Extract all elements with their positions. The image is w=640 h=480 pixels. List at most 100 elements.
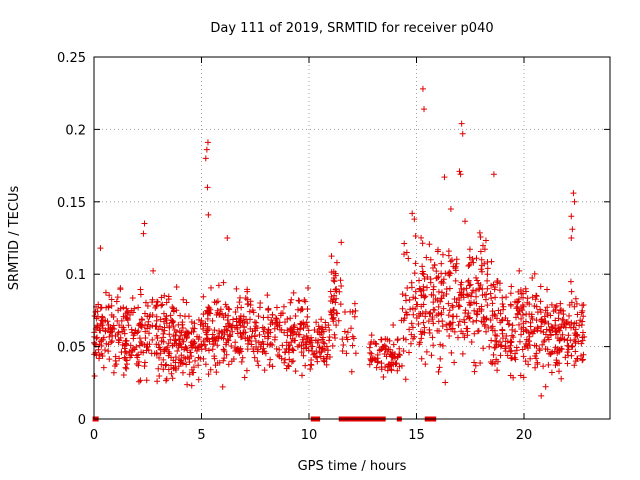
data-point bbox=[333, 286, 340, 293]
data-point bbox=[483, 316, 490, 323]
data-point bbox=[91, 341, 98, 348]
data-point bbox=[512, 356, 519, 363]
data-point bbox=[451, 296, 458, 303]
data-point bbox=[209, 336, 216, 343]
data-point bbox=[224, 316, 231, 323]
data-point bbox=[172, 332, 179, 339]
data-point bbox=[408, 284, 415, 291]
data-point bbox=[435, 318, 442, 325]
data-point bbox=[201, 342, 208, 349]
data-point bbox=[564, 337, 571, 344]
data-point bbox=[102, 289, 109, 296]
data-point bbox=[433, 268, 440, 275]
data-point bbox=[256, 304, 263, 311]
data-point bbox=[274, 319, 281, 326]
data-point bbox=[225, 320, 232, 327]
data-point bbox=[200, 293, 207, 300]
data-point bbox=[238, 304, 245, 311]
data-point bbox=[579, 356, 586, 363]
data-point bbox=[96, 355, 103, 362]
data-point bbox=[548, 350, 555, 357]
data-point bbox=[211, 353, 218, 360]
y-tick-label: 0.1 bbox=[65, 268, 86, 283]
data-point bbox=[462, 218, 469, 225]
data-point bbox=[237, 294, 244, 301]
data-point bbox=[564, 342, 571, 349]
data-point bbox=[572, 326, 579, 333]
data-point bbox=[381, 351, 388, 358]
data-point bbox=[212, 362, 219, 369]
data-point bbox=[99, 336, 106, 343]
data-point bbox=[544, 304, 551, 311]
data-point bbox=[405, 349, 412, 356]
data-point bbox=[143, 377, 150, 384]
data-point bbox=[299, 336, 306, 343]
data-point bbox=[274, 352, 281, 359]
data-point bbox=[251, 319, 258, 326]
data-point bbox=[296, 331, 303, 338]
data-point bbox=[320, 328, 327, 335]
data-point bbox=[223, 304, 230, 311]
data-point bbox=[105, 341, 112, 348]
data-point bbox=[252, 323, 259, 330]
data-point bbox=[183, 299, 190, 306]
data-point bbox=[468, 259, 475, 266]
data-point bbox=[504, 317, 511, 324]
data-point bbox=[492, 344, 499, 351]
data-point bbox=[97, 305, 104, 312]
data-point bbox=[461, 334, 468, 341]
data-point bbox=[156, 372, 163, 379]
data-point bbox=[455, 322, 462, 329]
data-point bbox=[341, 328, 348, 335]
data-point bbox=[338, 283, 345, 290]
data-point bbox=[401, 240, 408, 247]
data-point bbox=[122, 364, 129, 371]
data-point bbox=[458, 285, 465, 292]
data-point bbox=[192, 357, 199, 364]
data-point bbox=[295, 297, 302, 304]
data-point bbox=[107, 328, 114, 335]
data-point bbox=[222, 341, 229, 348]
data-point-peak bbox=[224, 235, 231, 241]
data-point bbox=[558, 345, 565, 352]
data-point bbox=[537, 328, 544, 335]
data-points bbox=[91, 85, 588, 422]
data-point-peak bbox=[457, 171, 464, 178]
data-point bbox=[311, 327, 318, 334]
data-point bbox=[195, 376, 202, 383]
data-point bbox=[234, 326, 241, 333]
data-point bbox=[272, 315, 279, 322]
data-point bbox=[436, 328, 443, 335]
data-point bbox=[328, 309, 335, 316]
data-point bbox=[111, 362, 118, 369]
data-point bbox=[259, 338, 266, 345]
data-point bbox=[507, 348, 514, 355]
data-point bbox=[99, 314, 106, 321]
data-point bbox=[100, 364, 107, 371]
data-point bbox=[572, 295, 579, 302]
data-point bbox=[542, 383, 549, 390]
data-point bbox=[489, 300, 496, 307]
data-point bbox=[525, 329, 532, 336]
data-point bbox=[156, 354, 163, 361]
data-point bbox=[336, 288, 343, 295]
data-point bbox=[294, 306, 301, 313]
data-point bbox=[494, 358, 501, 365]
data-point bbox=[520, 353, 527, 360]
data-point bbox=[304, 323, 311, 330]
data-point bbox=[127, 342, 134, 349]
data-point bbox=[518, 315, 525, 322]
data-point bbox=[425, 318, 432, 325]
data-point bbox=[265, 333, 272, 340]
data-point bbox=[230, 316, 237, 323]
data-point bbox=[279, 310, 286, 317]
chart-title: Day 111 of 2019, SRMTID for receiver p04… bbox=[210, 21, 493, 36]
x-tick-label: 5 bbox=[197, 428, 205, 443]
data-point-peak bbox=[456, 168, 463, 175]
data-point bbox=[480, 345, 487, 352]
data-point bbox=[281, 319, 288, 326]
data-point bbox=[461, 319, 468, 326]
data-point bbox=[418, 303, 425, 310]
data-point bbox=[119, 328, 126, 335]
data-point bbox=[337, 277, 344, 284]
